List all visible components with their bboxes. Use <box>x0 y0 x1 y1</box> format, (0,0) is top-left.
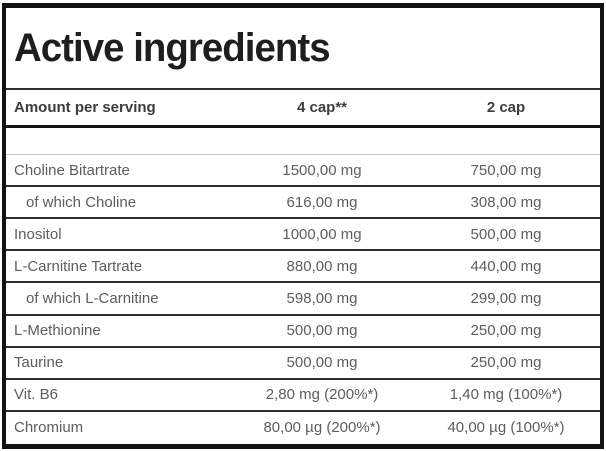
column-header-4cap: 4 cap** <box>296 99 348 116</box>
ingredient-name: L-Methionine <box>14 322 101 340</box>
amount-4cap: 500,00 mg <box>286 354 358 372</box>
table-row: Inositol 1000,00 mg 500,00 mg <box>6 219 600 252</box>
amount-2cap: 299,00 mg <box>470 289 542 307</box>
spacer-row <box>6 128 600 155</box>
title-block: Active ingredients <box>6 8 600 90</box>
amount-4cap: 2,80 mg (200%*) <box>265 386 379 404</box>
amount-2cap: 500,00 mg <box>470 225 542 243</box>
amount-4cap: 616,00 mg <box>286 193 358 211</box>
table-row: Vit. B6 2,80 mg (200%*) 1,40 mg (100%*) <box>6 380 600 412</box>
table-row: of which Choline 616,00 mg 308,00 mg <box>6 187 600 220</box>
ingredient-name: Vit. B6 <box>14 386 58 404</box>
table-row: Choline Bitartrate 1500,00 mg 750,00 mg <box>6 155 600 188</box>
amount-4cap: 1000,00 mg <box>282 225 362 243</box>
ingredient-name: L-Carnitine Tartrate <box>14 257 143 275</box>
ingredient-name: of which Choline <box>26 193 137 211</box>
table-row: of which L-Carnitine 598,00 mg 299,00 mg <box>6 283 600 316</box>
ingredient-name: Chromium <box>14 419 84 437</box>
table-row: Taurine 500,00 mg 250,00 mg <box>6 348 600 380</box>
ingredient-rows: Choline Bitartrate 1500,00 mg 750,00 mg … <box>6 155 600 444</box>
ingredient-name: Choline Bitartrate <box>14 161 130 179</box>
amount-4cap: 80,00 µg (200%*) <box>263 419 381 437</box>
amount-4cap: 500,00 mg <box>286 322 358 340</box>
column-header-amount-per-serving: Amount per serving <box>14 99 156 116</box>
amount-4cap: 1500,00 mg <box>282 161 362 179</box>
amount-2cap: 40,00 µg (100%*) <box>447 419 565 437</box>
amount-4cap: 880,00 mg <box>286 257 358 275</box>
amount-2cap: 250,00 mg <box>470 322 542 340</box>
table-header-row: Amount per serving 4 cap** 2 cap <box>6 90 600 128</box>
column-header-2cap: 2 cap <box>486 99 526 116</box>
amount-2cap: 250,00 mg <box>470 354 542 372</box>
panel-title: Active ingredients <box>14 25 331 70</box>
amount-2cap: 1,40 mg (100%*) <box>449 386 563 404</box>
ingredient-name: of which L-Carnitine <box>26 289 159 307</box>
ingredient-name: Taurine <box>14 354 64 372</box>
amount-2cap: 750,00 mg <box>470 161 542 179</box>
amount-2cap: 308,00 mg <box>470 193 542 211</box>
table-frame: Active ingredients Amount per serving 4 … <box>2 3 604 449</box>
table-row: L-Methionine 500,00 mg 250,00 mg <box>6 316 600 348</box>
table-row: L-Carnitine Tartrate 880,00 mg 440,00 mg <box>6 251 600 284</box>
amount-4cap: 598,00 mg <box>286 289 358 307</box>
table-row: Chromium 80,00 µg (200%*) 40,00 µg (100%… <box>6 412 600 444</box>
ingredient-name: Inositol <box>14 225 62 243</box>
amount-2cap: 440,00 mg <box>470 257 542 275</box>
